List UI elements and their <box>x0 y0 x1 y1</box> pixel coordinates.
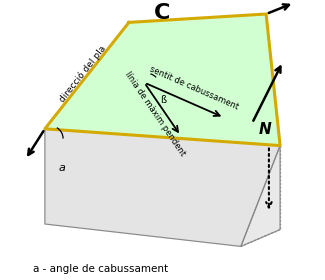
Polygon shape <box>45 14 280 146</box>
Text: línia de màxim pendent: línia de màxim pendent <box>123 70 187 158</box>
Text: a - angle de cabussament: a - angle de cabussament <box>33 264 168 274</box>
Text: a: a <box>58 163 65 173</box>
Text: direcció del pla: direcció del pla <box>58 44 108 104</box>
Polygon shape <box>241 146 280 246</box>
Polygon shape <box>45 129 280 246</box>
Text: sentit de cabussament: sentit de cabussament <box>149 64 240 111</box>
Text: ß: ß <box>160 95 166 105</box>
Text: C: C <box>154 3 171 23</box>
Text: N: N <box>259 122 272 137</box>
